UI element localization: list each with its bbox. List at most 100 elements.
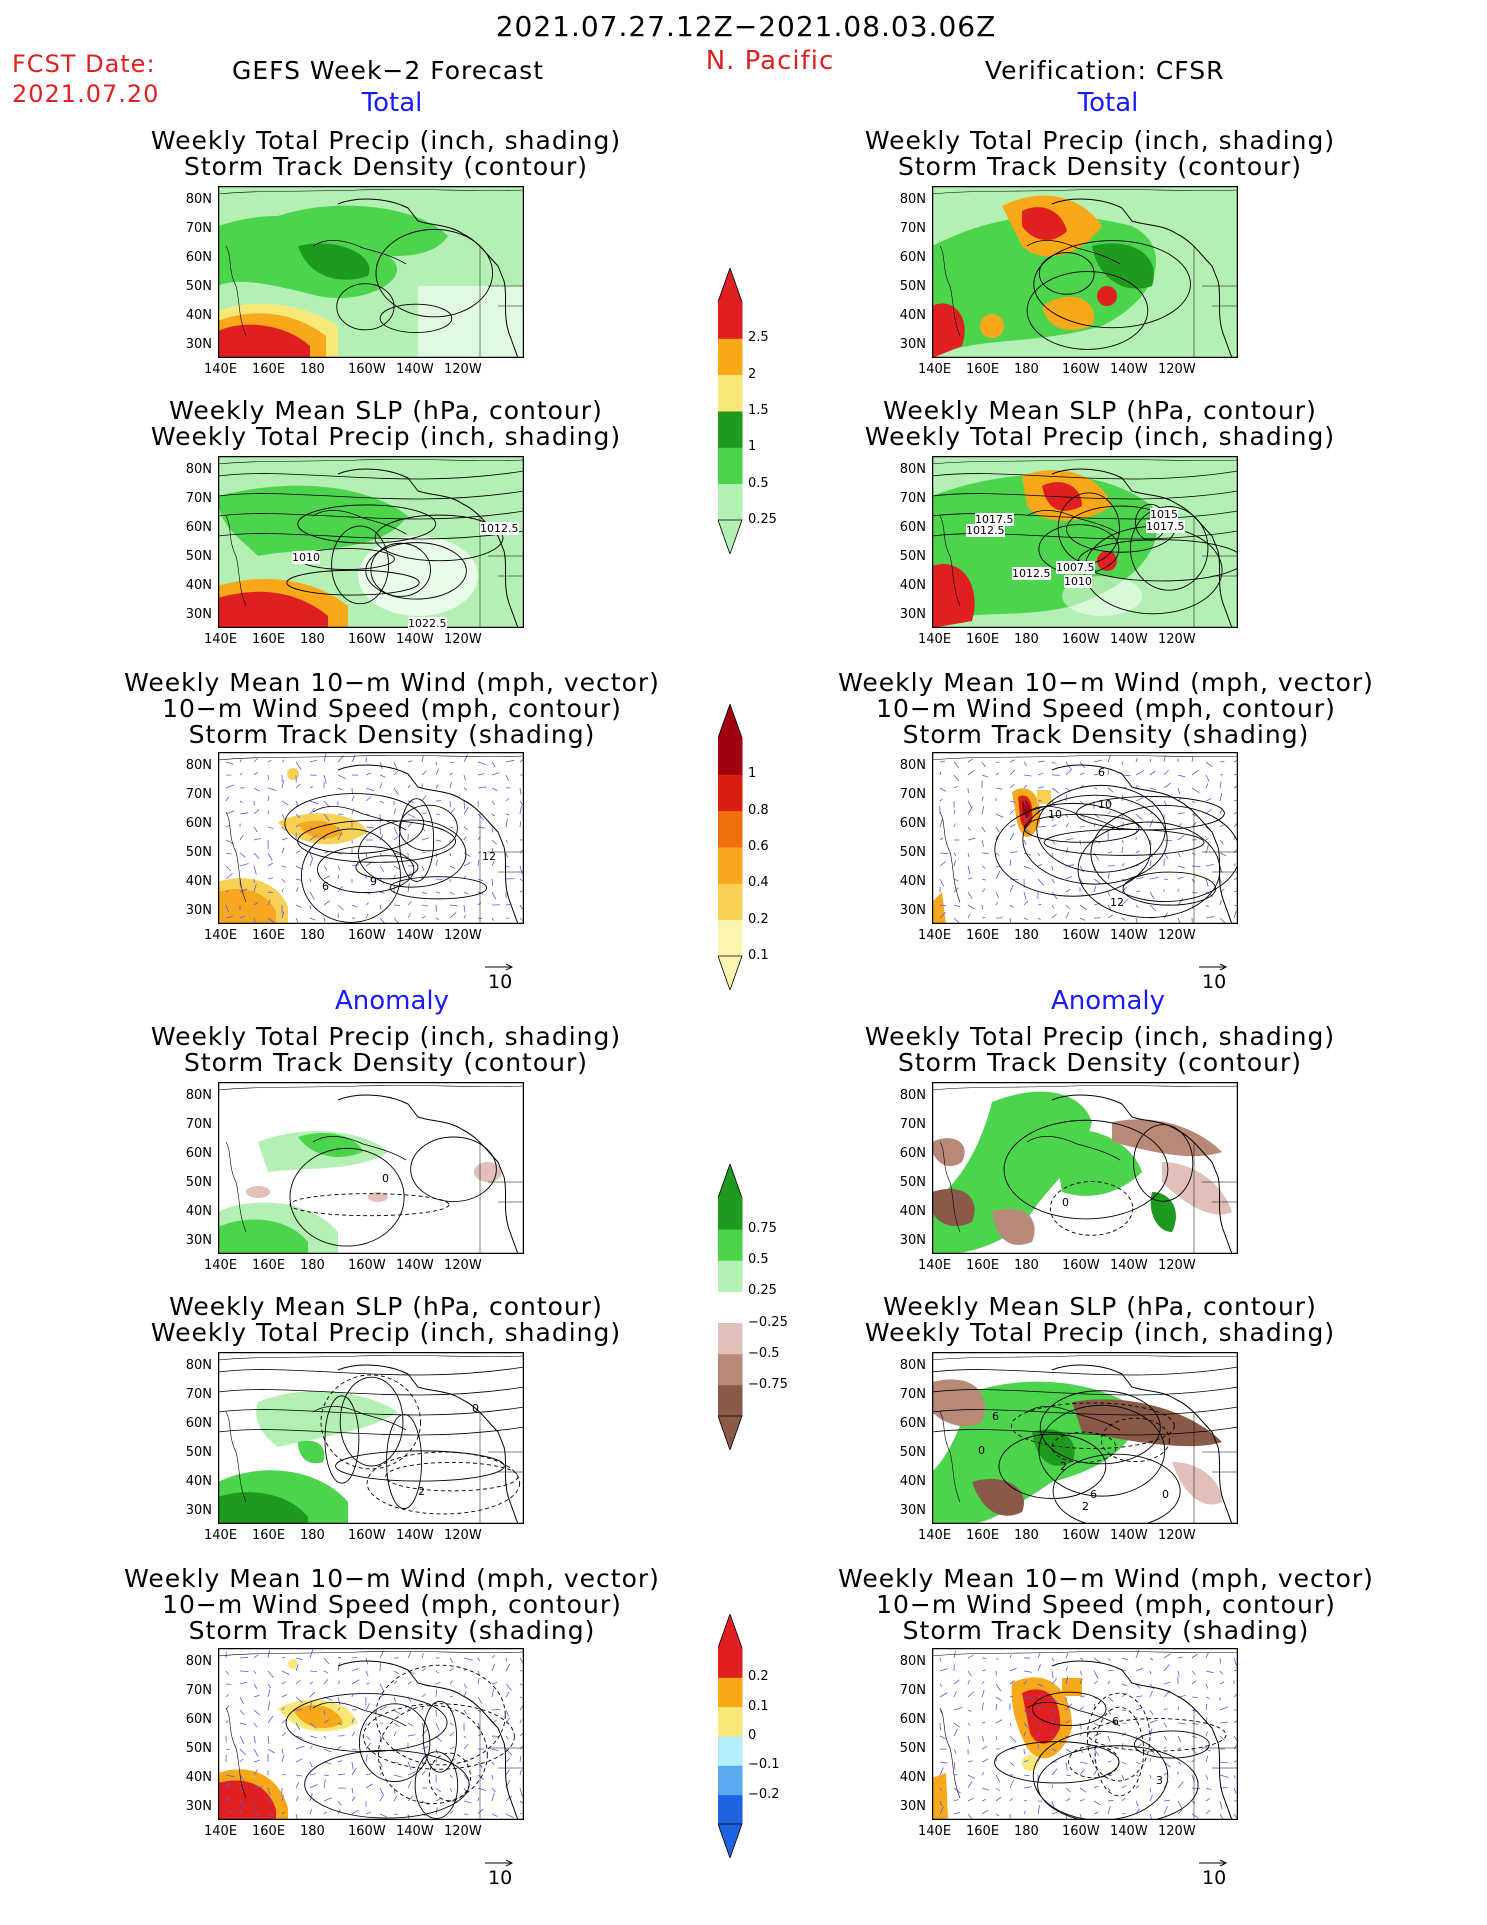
title-fcst-total-slp: Weekly Mean SLP (hPa, contour) Weekly To… — [151, 398, 621, 450]
colorbar-swatch — [718, 1353, 743, 1386]
lon-label: 140W — [396, 362, 434, 377]
verification-title: Verification: CFSR — [985, 56, 1225, 85]
lat-label: 60N — [185, 816, 212, 831]
title-line: Weekly Total Precip (inch, shading) — [150, 1022, 622, 1051]
colorbar-label: −0.5 — [748, 1345, 780, 1361]
contour-label: 2 — [1060, 1460, 1067, 1473]
lon-label: 140E — [204, 632, 238, 647]
lon-label: 160E — [252, 362, 286, 377]
colorbar-swatch — [718, 483, 743, 521]
lon-label: 180 — [1014, 1258, 1039, 1273]
lat-label: 60N — [185, 250, 212, 265]
colorbar-swatch — [718, 810, 743, 848]
map-canvas — [218, 1352, 524, 1524]
title-fcst-total-precip: Weekly Total Precip (inch, shading) Stor… — [151, 128, 621, 180]
map-canvas — [932, 1082, 1238, 1254]
lat-label: 50N — [185, 279, 212, 294]
lon-label: 140W — [1110, 1258, 1148, 1273]
lon-label: 180 — [300, 632, 325, 647]
lat-label: 40N — [899, 1770, 926, 1785]
lon-label: 180 — [300, 1258, 325, 1273]
map-canvas — [932, 1648, 1238, 1820]
lat-label: 80N — [899, 462, 926, 477]
lon-label: 120W — [1158, 1528, 1196, 1543]
lat-label: 30N — [899, 337, 926, 352]
colorbar-swatch — [718, 1676, 743, 1708]
colorbar-swatch — [718, 1647, 743, 1678]
lat-label: 80N — [185, 1358, 212, 1373]
lat-label: 50N — [185, 845, 212, 860]
lat-label: 80N — [899, 1358, 926, 1373]
lon-label: 120W — [444, 1528, 482, 1543]
title-line: Weekly Total Precip (inch, shading) — [150, 1318, 622, 1347]
colorbar-swatch — [718, 374, 743, 412]
lon-label: 140E — [204, 362, 238, 377]
lat-label: 60N — [899, 250, 926, 265]
colorbar-label: 0.8 — [748, 802, 769, 818]
lat-label: 80N — [185, 758, 212, 773]
title-line: Storm Track Density (shading) — [188, 1616, 596, 1645]
lon-label: 160W — [1062, 928, 1100, 943]
lat-label: 70N — [185, 491, 212, 506]
lon-label: 160E — [966, 1528, 1000, 1543]
colorbar-label: −0.2 — [748, 1786, 780, 1802]
lat-label: 40N — [899, 578, 926, 593]
title-line: 10−m Wind Speed (mph, contour) — [876, 694, 1336, 723]
colorbar-label: 0.6 — [748, 839, 769, 854]
map-fcst-anom-precip: 80N 70N 60N 50N 40N 30N 140E 160E 180 160W 140W 120… — [186, 1082, 524, 1273]
lat-label: 60N — [899, 1712, 926, 1727]
map-cfsr-anom-precip: 80N 70N 60N 50N 40N 30N 140E 160E 180 160W 140W 120… — [900, 1082, 1238, 1273]
title-line: Storm Track Density (contour) — [897, 152, 1303, 181]
colorbar-swatch — [718, 1228, 743, 1261]
contour-label: 2 — [418, 1485, 425, 1498]
colorbar-swatch — [718, 1794, 743, 1825]
map-canvas — [218, 1082, 524, 1254]
lon-label: 160E — [966, 928, 1000, 943]
lat-label: 60N — [899, 1416, 926, 1431]
vector-scale-label: 10 — [1202, 1867, 1227, 1889]
vector-scale-label: 10 — [488, 971, 513, 993]
lat-label: 70N — [185, 1387, 212, 1402]
lon-label: 160W — [348, 632, 386, 647]
lon-label: 140E — [204, 1528, 238, 1543]
lon-label: 140E — [918, 1258, 952, 1273]
title-line: Weekly Total Precip (inch, shading) — [864, 422, 1336, 451]
colorbar-bottom-tip — [718, 1415, 743, 1450]
lat-label: 70N — [185, 1683, 212, 1698]
title-line: Weekly Total Precip (inch, shading) — [864, 1318, 1336, 1347]
lon-label: 160W — [1062, 362, 1100, 377]
colorbar-track-anom: −0.2 −0.1 0 0.1 0.2 — [718, 1614, 798, 1858]
map-canvas — [932, 456, 1238, 628]
title-line: Weekly Mean SLP (hPa, contour) — [169, 396, 603, 425]
map-fcst-total-slp: 80N 70N 60N 50N 40N 30N 140E 160E 180 160W 140W 120… — [186, 456, 524, 647]
title-line: 10−m Wind Speed (mph, contour) — [162, 1590, 622, 1619]
lon-label: 180 — [300, 362, 325, 377]
map-cfsr-total-wind: 80N 70N 60N 50N 40N 30N 140E 160E 180 160W 140W 120… — [900, 752, 1238, 943]
title-line: Storm Track Density (contour) — [183, 152, 589, 181]
colorbar-top-tip — [718, 1614, 743, 1649]
lat-label: 50N — [185, 1445, 212, 1460]
lat-label: 40N — [185, 578, 212, 593]
title-fcst-anom-precip: Weekly Total Precip (inch, shading) Stor… — [151, 1024, 621, 1076]
contour-label: 10 — [1048, 808, 1062, 821]
lat-label: 40N — [185, 1770, 212, 1785]
contour-label: 6 — [1112, 1715, 1119, 1728]
map-canvas — [218, 1648, 524, 1820]
title-line: Weekly Total Precip (inch, shading) — [150, 126, 622, 155]
title-line: Weekly Total Precip (inch, shading) — [864, 1022, 1336, 1051]
title-fcst-total-wind: Weekly Mean 10−m Wind (mph, vector) 10−m… — [124, 670, 660, 748]
date-range: 2021.07.27.12Z−2021.08.03.06Z — [495, 10, 997, 43]
lat-label: 30N — [185, 1233, 212, 1248]
lon-label: 120W — [1158, 928, 1196, 943]
lon-label: 140W — [1110, 1824, 1148, 1839]
colorbar-precip-anom: −0.75 −0.5 −0.25 0.25 0.5 0.75 — [718, 1164, 798, 1450]
map-fcst-total-precip: 80N 70N 60N 50N 40N 30N 140E 160E 180 160W 140W 120… — [186, 186, 524, 377]
colorbar-swatch — [718, 1290, 743, 1324]
title-line: Storm Track Density (contour) — [897, 1048, 1303, 1077]
lat-label: 80N — [185, 1088, 212, 1103]
contour-label: 10 — [1098, 798, 1112, 811]
lat-label: 70N — [899, 491, 926, 506]
lat-label: 40N — [899, 1204, 926, 1219]
vector-scale-arrow-icon — [485, 963, 514, 971]
lon-label: 140E — [918, 362, 952, 377]
